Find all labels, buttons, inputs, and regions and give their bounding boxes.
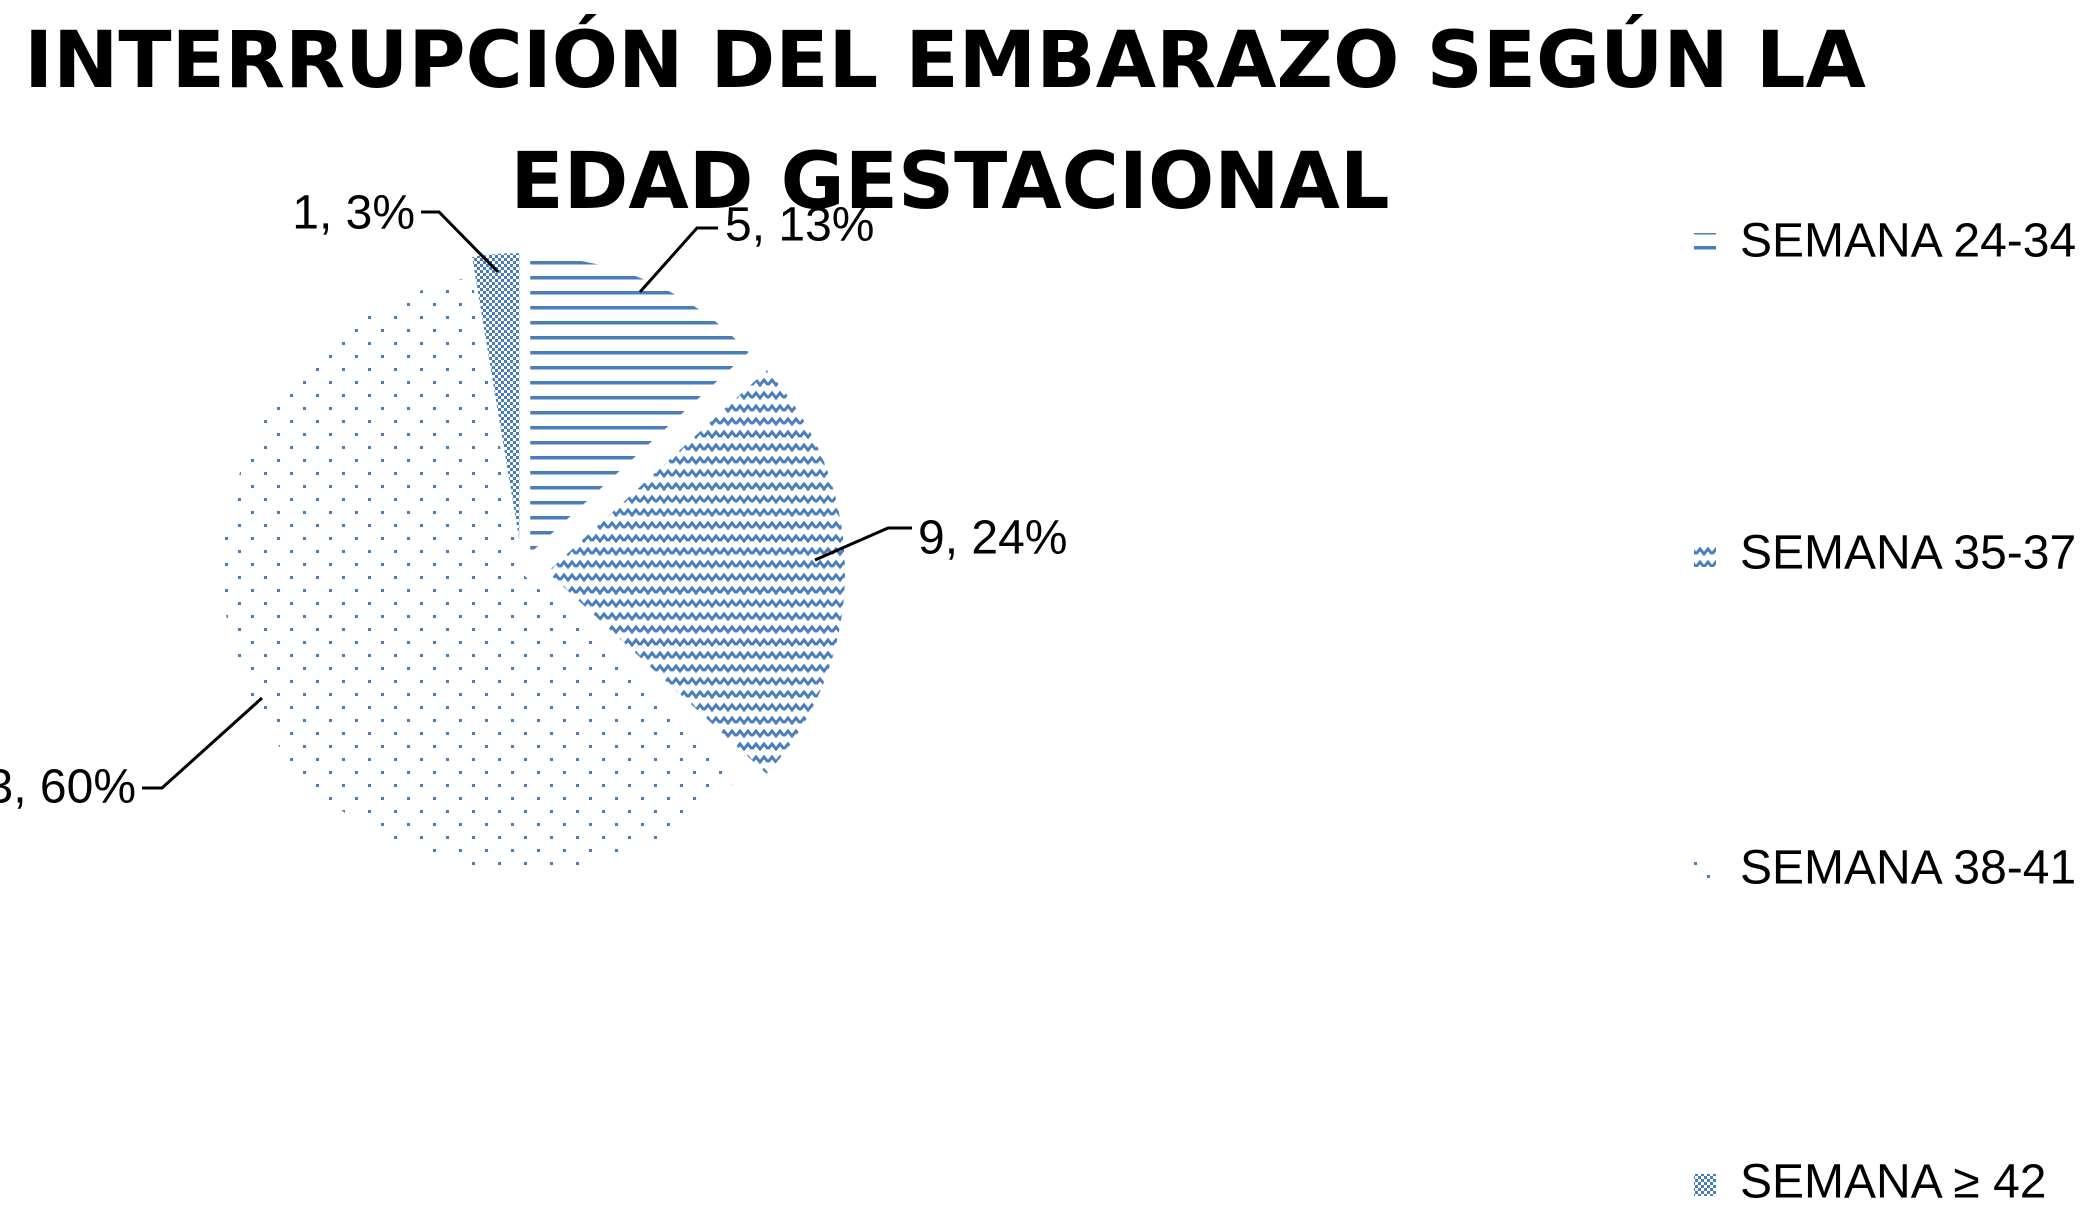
leader-line-semana-24-34 bbox=[638, 226, 718, 293]
data-labels: 5, 13% 9, 24% 23, 60% 1, 3% bbox=[0, 187, 1067, 814]
chart-title-line-2: EDAD GESTACIONAL bbox=[510, 137, 1389, 227]
legend-label-semana-24-34: SEMANA 24-34 bbox=[1740, 215, 2076, 268]
legend-label-semana-35-37: SEMANA 35-37 bbox=[1740, 527, 2076, 580]
pie-slice-semana-38-41 bbox=[221, 274, 745, 873]
chart-title-line-1: INTERRUPCIÓN DEL EMBARAZO SEGÚN LA bbox=[24, 14, 1866, 106]
data-label-semana-ge-42: 1, 3% bbox=[292, 187, 415, 240]
leader-lines bbox=[142, 210, 912, 790]
pie-slice-semana-35-37 bbox=[544, 367, 847, 777]
legend-swatch-semana-ge-42 bbox=[1694, 1174, 1716, 1196]
leader-line-semana-ge-42 bbox=[421, 210, 500, 274]
leader-line-semana-38-41 bbox=[142, 696, 264, 790]
pie-slices bbox=[221, 251, 847, 873]
pie-slice-semana-ge-42 bbox=[469, 251, 522, 553]
legend: SEMANA 24-34 SEMANA 35-37 SEMANA 38-41 SEMA… bbox=[1694, 215, 2076, 1208]
legend-label-semana-38-41: SEMANA 38-41 bbox=[1740, 842, 2076, 895]
data-label-semana-24-34: 5, 13% bbox=[725, 199, 874, 252]
legend-swatch-semana-24-34 bbox=[1694, 233, 1716, 255]
legend-swatch-semana-38-41 bbox=[1694, 860, 1716, 882]
legend-swatch-semana-35-37 bbox=[1694, 545, 1716, 567]
data-label-semana-38-41: 23, 60% bbox=[0, 761, 136, 814]
data-label-semana-35-37: 9, 24% bbox=[918, 512, 1067, 565]
leader-line-semana-35-37 bbox=[814, 526, 912, 562]
legend-label-semana-ge-42: SEMANA ≥ 42 bbox=[1740, 1156, 2046, 1208]
